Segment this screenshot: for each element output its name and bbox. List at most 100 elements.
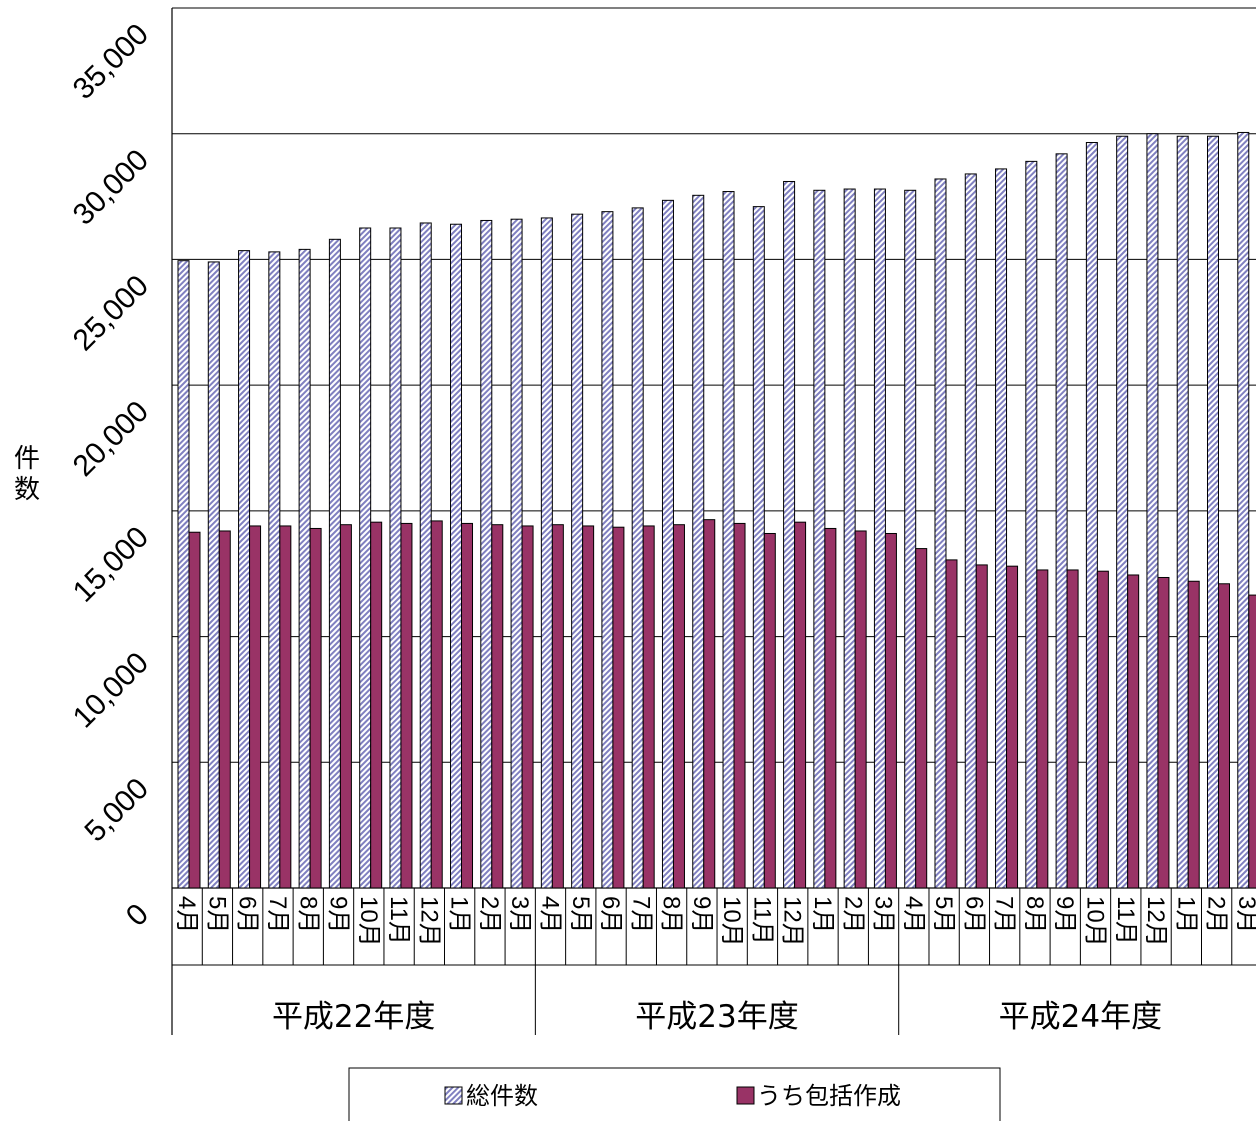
x-tick-label: 9月 (688, 896, 715, 933)
x-tick-label: 5月 (567, 896, 594, 933)
bar-total (1176, 135, 1189, 889)
bar-total (571, 213, 584, 889)
x-tick-label: 4月 (900, 896, 927, 933)
legend-label-total: 総件数 (466, 1082, 538, 1110)
bar-comprehensive (1006, 565, 1019, 889)
bar-comprehensive (1187, 580, 1200, 889)
bar-total (540, 217, 553, 889)
x-tick-label: 1月 (1172, 896, 1199, 933)
bar-total (995, 168, 1008, 889)
bar-comprehensive (915, 548, 928, 889)
x-tick-label: 7月 (627, 896, 654, 933)
bar-total (601, 211, 614, 889)
bar-total (904, 189, 917, 889)
x-tick-label: 9月 (1051, 896, 1078, 933)
x-tick-label: 7月 (264, 896, 291, 933)
y-tick-labels: 0 5,000 10,000 15,000 20,000 25,000 30,000 35,0… (67, 18, 155, 933)
x-tick-label: 6月 (597, 896, 624, 933)
bar-comprehensive (521, 525, 534, 889)
x-tick-label: 5月 (203, 896, 230, 933)
bar-total (813, 189, 826, 889)
x-tick-label: 7月 (991, 896, 1018, 933)
bar-total (722, 191, 735, 889)
x-tick-label: 10月 (355, 896, 382, 947)
x-tick-label: 6月 (960, 896, 987, 933)
bar-total (1116, 135, 1129, 889)
x-tick-label: 2月 (839, 896, 866, 933)
y-tick-label: 0 (120, 898, 155, 933)
bar-total (510, 218, 523, 889)
bar-comprehensive (188, 531, 201, 889)
y-tick-label: 5,000 (79, 772, 155, 848)
bars (177, 131, 1256, 889)
x-tick-label: 12月 (415, 896, 442, 947)
x-tick-label: 5月 (930, 896, 957, 933)
x-tick-label: 12月 (779, 896, 806, 947)
bar-total (631, 207, 644, 889)
y-tick-label: 20,000 (67, 395, 155, 483)
bar-total (238, 250, 251, 889)
x-tick-label: 8月 (1021, 896, 1048, 933)
bar-comprehensive (1096, 570, 1109, 889)
bar-total (1146, 133, 1159, 889)
bar-total (1237, 131, 1250, 889)
bar-comprehensive (763, 532, 776, 889)
bar-total (661, 199, 674, 889)
bar-comprehensive (945, 559, 958, 889)
bar-comprehensive (703, 519, 716, 889)
legend-swatch-comprehensive (736, 1086, 755, 1105)
bar-comprehensive (1248, 594, 1256, 889)
x-tick-label: 6月 (234, 896, 261, 933)
bar-comprehensive (279, 525, 292, 889)
bar-total (389, 227, 402, 889)
x-tick-label: 12月 (1142, 896, 1169, 947)
bar-comprehensive (612, 526, 625, 889)
bar-total (692, 194, 705, 889)
y-tick-label: 10,000 (67, 646, 155, 734)
y-tick-label: 25,000 (67, 269, 155, 357)
bar-comprehensive (1066, 569, 1079, 889)
bar-comprehensive (582, 525, 595, 889)
bar-total (419, 222, 432, 889)
group-labels: 平成22年度 平成23年度 平成24年度 (272, 999, 1162, 1035)
bar-comprehensive (1127, 574, 1140, 889)
bar-total (752, 206, 765, 889)
x-tick-label: 3月 (1233, 896, 1256, 933)
legend-swatch-total (444, 1086, 463, 1105)
bar-comprehensive (1036, 569, 1049, 889)
bar-comprehensive (1217, 583, 1230, 889)
bar-comprehensive (975, 564, 988, 889)
bar-comprehensive (733, 522, 746, 889)
bar-total (450, 223, 463, 889)
x-tick-label: 3月 (870, 896, 897, 933)
x-tick-label: 10月 (718, 896, 745, 947)
bar-total (268, 251, 281, 889)
bar-total (1055, 153, 1068, 889)
x-tick-label: 2月 (1203, 896, 1230, 933)
bar-total (783, 180, 796, 889)
y-tick-label: 30,000 (67, 143, 155, 231)
bar-total (1085, 142, 1098, 889)
bar-total (843, 188, 856, 889)
bar-comprehensive (551, 524, 564, 889)
bar-comprehensive (430, 520, 443, 889)
y-tick-label: 15,000 (67, 520, 155, 608)
x-tick-label: 9月 (325, 896, 352, 933)
bar-comprehensive (642, 525, 655, 889)
x-tick-label: 11月 (748, 896, 775, 945)
bar-total (1206, 135, 1219, 889)
x-tick-label: 1月 (809, 896, 836, 933)
bar-comprehensive (491, 524, 504, 889)
x-tick-label: 4月 (536, 896, 563, 933)
bar-comprehensive (1157, 576, 1170, 889)
bar-total (359, 227, 372, 889)
group-label: 平成23年度 (635, 999, 798, 1035)
group-label: 平成22年度 (272, 999, 435, 1035)
bar-comprehensive (218, 530, 231, 889)
x-tick-label: 3月 (506, 896, 533, 933)
bar-comprehensive (249, 525, 262, 889)
x-tick-label: 8月 (658, 896, 685, 933)
bar-total (934, 178, 947, 889)
x-tick-label: 1月 (446, 896, 473, 933)
